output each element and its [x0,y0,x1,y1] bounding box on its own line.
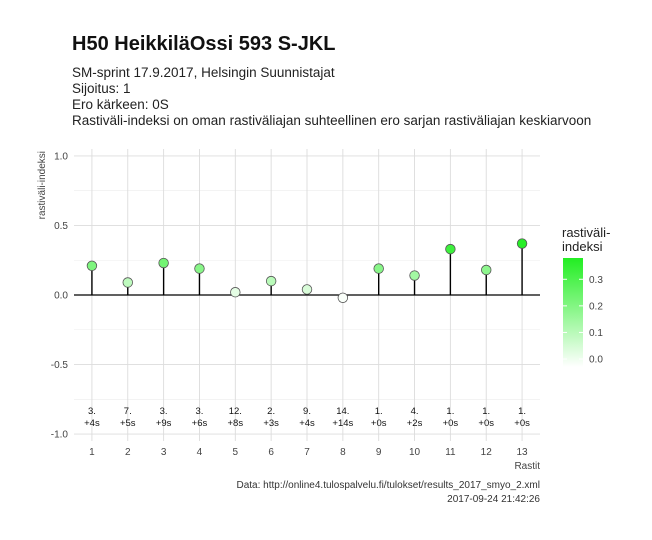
rank-label: 3. [88,406,96,417]
lollipop-point [409,270,420,281]
diff-label: +0s [478,418,494,429]
diff-label: +0s [443,418,459,429]
y-axis-title: rastiväli-indeksi [37,151,48,219]
rank-label: 9. [303,406,311,417]
diff-label: +6s [192,418,208,429]
x-tick-label: 13 [517,447,529,458]
legend-title: indeksi [562,239,603,254]
x-tick-label: 5 [233,447,239,458]
rank-label: 4. [411,406,419,417]
rank-label: 2. [267,406,275,417]
lollipop-point [301,284,313,295]
x-tick-label: 3 [161,447,167,458]
lollipop-point [445,243,456,255]
diff-label: +5s [120,418,136,429]
x-tick-label: 10 [409,447,421,458]
lollipop-point [265,275,277,287]
lollipop-point [337,292,349,303]
rank-label: 1. [518,406,526,417]
lollipop-point [158,257,169,269]
legend-label: 0.3 [589,275,603,286]
y-tick-label: -0.5 [51,360,69,371]
y-tick-label: 1.0 [54,151,68,162]
caption-timestamp: 2017-09-24 21:42:26 [447,494,540,505]
x-tick-label: 12 [481,447,493,458]
lollipop-point [373,263,384,274]
rank-label: 3. [160,406,168,417]
rank-label: 3. [195,406,203,417]
legend-colorbar [563,258,583,367]
legend-label: 0.0 [589,355,603,366]
lollipop-point [194,263,205,274]
x-tick-label: 7 [304,447,310,458]
x-axis-title: Rastit [514,461,540,472]
rank-label: 1. [482,406,490,417]
legend-label: 0.2 [589,301,603,312]
diff-label: +0s [514,418,530,429]
rank-label: 12. [229,406,242,417]
diff-label: +4s [84,418,100,429]
diff-label: +0s [371,418,387,429]
rank-label: 1. [446,406,454,417]
lollipop-point [230,287,241,298]
legend-label: 0.1 [589,328,603,339]
subtitle-description: Rastiväli-indeksi on oman rastiväliajan … [72,113,592,128]
diff-label: +9s [156,418,172,429]
y-tick-label: 0.0 [54,291,68,302]
caption-source: Data: http://online4.tulospalvelu.fi/tul… [236,480,540,491]
diff-label: +3s [263,418,279,429]
diff-label: +8s [228,418,244,429]
x-tick-label: 2 [125,447,131,458]
diff-label: +4s [299,418,315,429]
subtitle-gap: Ero kärkeen: 0S [72,97,169,112]
x-tick-label: 4 [197,447,203,458]
x-tick-label: 1 [89,447,95,458]
lollipop-point [86,260,98,272]
subtitle-event: SM-sprint 17.9.2017, Helsingin Suunnista… [72,65,335,80]
subtitle-placing: Sijoitus: 1 [72,81,131,96]
diff-label: +14s [332,418,353,429]
rank-label: 1. [375,406,383,417]
diff-label: +2s [407,418,423,429]
legend-title: rastiväli- [562,225,610,240]
lollipop-point [481,264,492,276]
rank-label: 7. [124,406,132,417]
lollipop-point [516,238,528,249]
y-tick-label: 0.5 [54,221,68,232]
chart-title: H50 HeikkiläOssi 593 S-JKL [72,33,336,55]
x-tick-label: 6 [268,447,274,458]
x-tick-label: 9 [376,447,382,458]
y-tick-label: -1.0 [51,430,69,441]
x-tick-label: 11 [445,447,456,458]
lollipop-point [122,277,133,288]
x-tick-label: 8 [340,447,346,458]
rank-label: 14. [336,406,349,417]
